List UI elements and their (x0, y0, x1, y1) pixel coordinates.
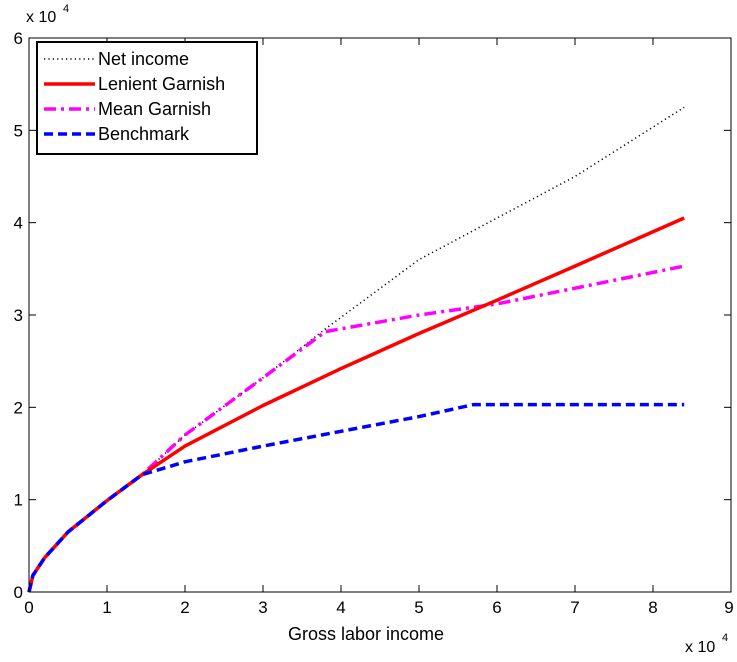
x-tick-label: 6 (492, 598, 501, 617)
series-line-benchmark (27, 402, 685, 593)
x-multiplier-exponent: 4 (722, 632, 728, 644)
x-tick-label: 7 (570, 598, 579, 617)
legend-label: Benchmark (98, 124, 190, 144)
legend-label: Net income (98, 49, 189, 69)
series-line-mean-garnish (27, 264, 685, 593)
x-multiplier-base: x 10 (685, 639, 715, 656)
x-multiplier-label: x 10 4 (685, 632, 728, 656)
y-multiplier-label: x 10 4 (26, 3, 69, 26)
legend-label: Lenient Garnish (98, 74, 225, 94)
y-tick-label: 1 (14, 491, 23, 510)
legend-entries: Net income Lenient Garnish Mean Garnish Ben… (44, 49, 225, 144)
y-multiplier-base: x 10 (26, 9, 56, 26)
tick-layer: 0 1 2 3 4 5 6 7 8 9 0 1 2 3 4 5 6 (14, 29, 734, 617)
x-tick-label: 2 (180, 598, 189, 617)
y-tick-label: 0 (14, 583, 23, 602)
y-multiplier-exponent: 4 (63, 3, 69, 15)
x-tick-label: 8 (648, 598, 657, 617)
x-tick-label: 3 (258, 598, 267, 617)
series-line-lenient-garnish (27, 216, 685, 593)
y-tick-label: 2 (14, 398, 23, 417)
legend-label: Mean Garnish (98, 99, 211, 119)
x-tick-label: 1 (102, 598, 111, 617)
series-line-net-income (28, 106, 685, 593)
y-tick-label: 3 (14, 306, 23, 325)
y-tick-label: 5 (14, 121, 23, 140)
x-axis-label: Gross labor income (288, 624, 444, 644)
legend: Net income Lenient Garnish Mean Garnish Ben… (36, 41, 258, 155)
x-tick-label: 5 (414, 598, 423, 617)
y-tick-label: 4 (14, 214, 23, 233)
x-tick-label: 9 (724, 598, 733, 617)
x-tick-label: 4 (336, 598, 345, 617)
series-layer (27, 106, 685, 593)
x-tick-label: 0 (24, 598, 33, 617)
y-tick-label: 6 (14, 29, 23, 48)
